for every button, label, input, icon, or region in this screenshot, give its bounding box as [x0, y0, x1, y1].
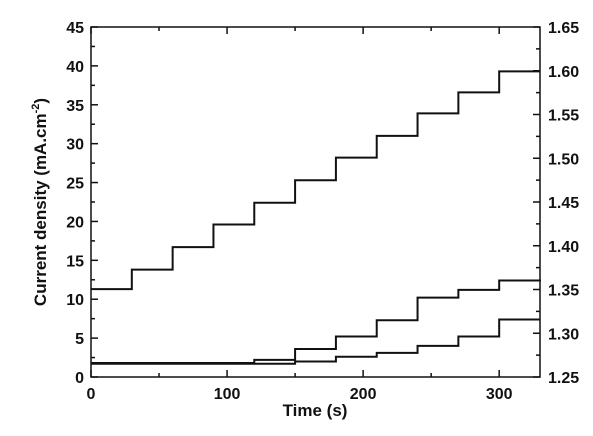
- series-line-3: [91, 318, 540, 365]
- y-axis-left-title: Current density (mA.cm-2): [30, 98, 50, 306]
- y-axis-left-title-close: ): [31, 98, 50, 104]
- y-left-tick-label: 40: [66, 59, 84, 76]
- y-right-tick-label: 1.40: [548, 239, 579, 256]
- x-axis-title: Time (s): [283, 401, 348, 420]
- x-tick-label: 300: [486, 386, 513, 403]
- series-line-1: [91, 70, 540, 291]
- x-tick-label: 200: [350, 386, 377, 403]
- y-left-tick-label: 10: [66, 292, 84, 309]
- y-right-tick-label: 1.65: [548, 20, 579, 37]
- y-axis-left-title-main: Current density (mA.cm: [31, 113, 50, 306]
- plot-frame: [90, 26, 541, 378]
- series-line-2: [91, 279, 541, 364]
- y-right-tick-label: 1.25: [548, 370, 579, 387]
- y-left-tick-label: 30: [66, 137, 84, 154]
- labels-layer: 0 100 200 300 0 5 10 15 20 25 30 35 40 45 1.25 1.30 1.35…: [66, 20, 579, 403]
- y-left-tick-label: 45: [66, 20, 84, 37]
- y-right-tick-label: 1.35: [548, 283, 579, 300]
- y-left-tick-label: 15: [66, 253, 84, 270]
- y-right-tick-label: 1.60: [548, 64, 579, 81]
- x-tick-label: 0: [87, 386, 96, 403]
- y-right-tick-label: 1.30: [548, 326, 579, 343]
- y-left-tick-label: 0: [75, 370, 84, 387]
- y-left-tick-label: 35: [66, 98, 84, 115]
- y-left-tick-label: 5: [75, 331, 84, 348]
- x-tick-label: 100: [214, 386, 241, 403]
- y-axis-left-title-sup: -2: [30, 104, 42, 114]
- ticks-layer: [90, 26, 540, 378]
- y-right-tick-label: 1.45: [548, 195, 579, 212]
- y-right-tick-label: 1.55: [548, 108, 579, 125]
- y-right-tick-label: 1.50: [548, 151, 579, 168]
- y-left-tick-label: 25: [66, 176, 84, 193]
- y-left-tick-label: 20: [66, 214, 84, 231]
- series-layer: [91, 70, 541, 365]
